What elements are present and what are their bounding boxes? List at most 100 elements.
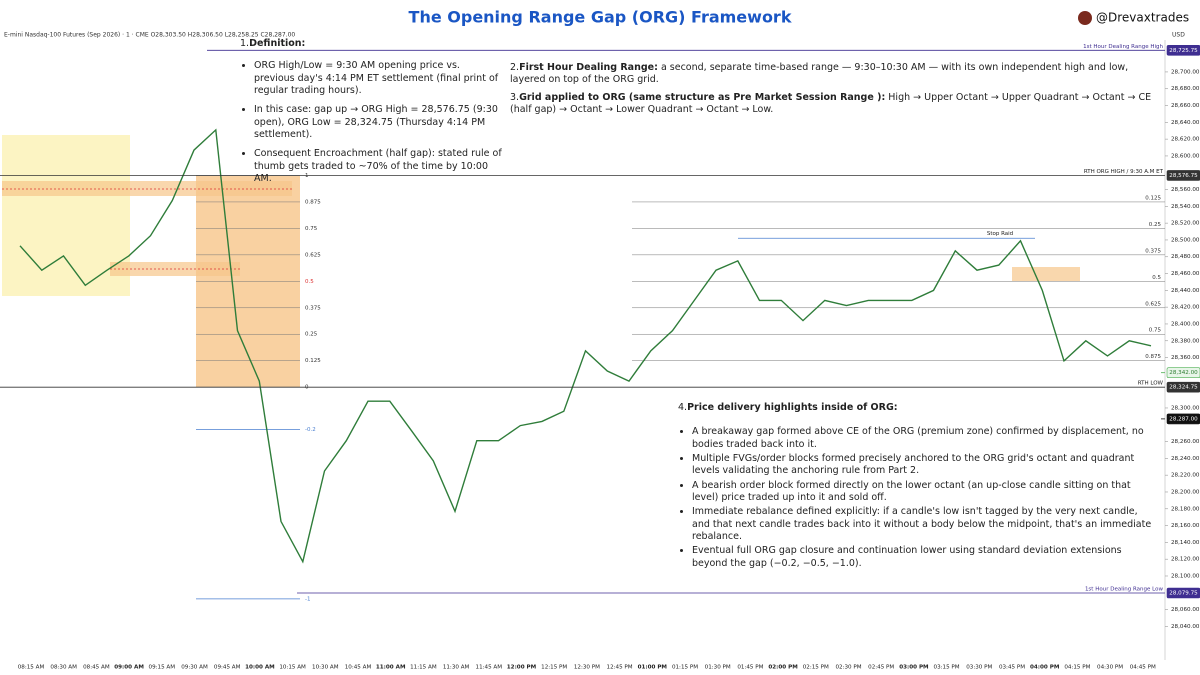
price-badge-label: 28,287.00 [1169,416,1198,422]
grid-label: 0.75 [1149,328,1162,334]
grid-label: 0.375 [1145,248,1161,254]
grid-label: 0.875 [305,199,321,205]
order-block-box [1012,267,1080,281]
y-tick-label: 28,240.00 [1171,456,1200,462]
handle: @Drevaxtrades [1096,11,1189,25]
x-tick-label: 01:00 PM [638,665,668,671]
grid-label: 0.375 [305,305,321,311]
note-4: 4.Price delivery highlights inside of OR… [678,402,1156,572]
x-tick-label: 01:30 PM [705,665,731,671]
x-tick-label: 03:45 PM [999,665,1025,671]
price-badge-label: 28,576.75 [1169,173,1198,179]
note-heading: Price delivery highlights inside of ORG: [687,402,898,413]
title: The Opening Range Gap (ORG) Framework [409,8,792,27]
price-badge-label: 28,342.00 [1169,370,1198,376]
y-tick-label: 28,180.00 [1171,506,1200,512]
grid-label: 0.5 [305,279,314,285]
note-heading: Definition: [249,38,306,49]
y-tick-label: 28,100.00 [1171,573,1200,579]
y-tick-label: 28,360.00 [1171,355,1200,361]
y-tick-label: 28,400.00 [1171,321,1200,327]
y-tick-label: 28,040.00 [1171,624,1200,630]
x-tick-label: 10:45 AM [345,665,372,671]
note-number: 3. [510,92,520,103]
y-tick-label: 28,600.00 [1171,153,1200,159]
x-tick-label: 08:30 AM [50,665,77,671]
y-tick-label: 28,460.00 [1171,271,1200,277]
y-tick-label: 28,260.00 [1171,439,1200,445]
x-tick-label: 10:00 AM [245,665,275,671]
y-tick-label: 28,540.00 [1171,204,1200,210]
x-tick-label: 02:00 PM [768,665,798,671]
x-tick-label: 11:30 AM [443,665,470,671]
x-tick-label: 08:45 AM [83,665,110,671]
grid-label: 0.25 [305,332,318,338]
grid-label: 0.875 [1145,354,1161,360]
x-tick-label: 02:15 PM [803,665,829,671]
price-badge [1166,587,1200,599]
x-tick-label: 01:15 PM [672,665,698,671]
x-tick-label: 03:15 PM [934,665,960,671]
y-tick-label: 28,560.00 [1171,187,1200,193]
x-tick-label: 04:00 PM [1030,665,1060,671]
x-tick-label: 12:15 PM [541,665,567,671]
y-tick-label: 28,440.00 [1171,288,1200,294]
x-tick-label: 01:45 PM [737,665,763,671]
x-tick-label: 09:00 AM [114,665,144,671]
y-tick-label: 28,700.00 [1171,69,1200,75]
x-tick-label: 04:15 PM [1064,665,1090,671]
grid-label: 0.625 [305,252,321,258]
note-text: High → Upper Octant → Upper Quadrant → O… [510,92,1152,116]
note-bullet: Multiple FVGs/order blocks formed precis… [692,453,1156,478]
price-badge-label: 28,079.75 [1169,591,1198,597]
price-badge [1166,170,1200,181]
x-tick-label: 09:30 AM [181,665,208,671]
x-tick-label: 04:30 PM [1097,665,1123,671]
y-tick-label: 28,300.00 [1171,405,1200,411]
note-bullet: A breakaway gap formed above CE of the O… [692,426,1156,451]
x-tick-label: 02:30 PM [835,665,861,671]
y-tick-label: 28,060.00 [1171,607,1200,613]
grid-label: 0 [305,385,309,391]
extension-label: -1 [305,596,310,602]
price-badge [1166,381,1200,393]
y-tick-label: 28,140.00 [1171,540,1200,546]
price-badge-label: 28,324.75 [1169,385,1198,391]
level-label: RTH ORG HIGH / 9:30 A.M ET [1084,169,1164,175]
note-bullet: Consequent Encroachment (half gap): stat… [254,148,502,185]
note-bullet: Immediate rebalance defined explicitly: … [692,506,1156,543]
note-1: 1.Definition: ORG High/Low = 9:30 AM ope… [240,38,502,192]
x-tick-label: 11:15 AM [410,665,437,671]
price-badge-label: 28,725.75 [1169,48,1198,54]
y-tick-label: 28,520.00 [1171,221,1200,227]
x-tick-label: 12:45 PM [607,665,633,671]
level-label: RTH LOW [1138,381,1164,387]
y-tick-label: 28,200.00 [1171,489,1200,495]
y-tick-label: 28,220.00 [1171,473,1200,479]
x-tick-label: 03:30 PM [966,665,992,671]
level-label: 1st Hour Dealing Range High [1083,44,1163,50]
x-tick-label: 08:15 AM [18,665,45,671]
avatar [1078,11,1092,25]
note-bullet: ORG High/Low = 9:30 AM opening price vs.… [254,60,502,97]
price-badge [1166,44,1200,56]
extension-label: -0.2 [305,427,316,433]
y-tick-label: 28,380.00 [1171,338,1200,344]
note-number: 2. [510,62,520,73]
note-number: 4. [678,402,688,413]
grid-label: 1 [305,173,309,179]
x-tick-label: 12:00 PM [507,665,537,671]
grid-label: 0.5 [1152,275,1161,281]
x-tick-label: 04:45 PM [1130,665,1156,671]
x-tick-label: 09:15 AM [149,665,176,671]
price-badge [1166,413,1200,425]
y-tick-label: 28,120.00 [1171,557,1200,563]
x-tick-label: 10:30 AM [312,665,339,671]
note-bullet: Eventual full ORG gap closure and contin… [692,545,1156,570]
y-tick-label: 28,480.00 [1171,254,1200,260]
note-number: 1. [240,38,250,49]
note-text: a second, separate time-based range — 9:… [510,62,1129,86]
price-badge [1166,367,1200,378]
currency: USD [1172,32,1185,39]
